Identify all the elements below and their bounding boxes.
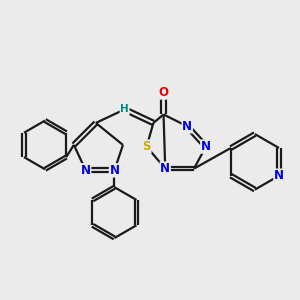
Text: N: N [110, 164, 119, 177]
Text: N: N [81, 164, 91, 177]
Text: N: N [201, 140, 211, 153]
Text: N: N [160, 162, 170, 175]
Text: N: N [274, 169, 284, 182]
Text: N: N [182, 120, 192, 133]
Text: S: S [142, 140, 151, 153]
Text: H: H [120, 104, 129, 114]
Text: O: O [158, 86, 169, 99]
